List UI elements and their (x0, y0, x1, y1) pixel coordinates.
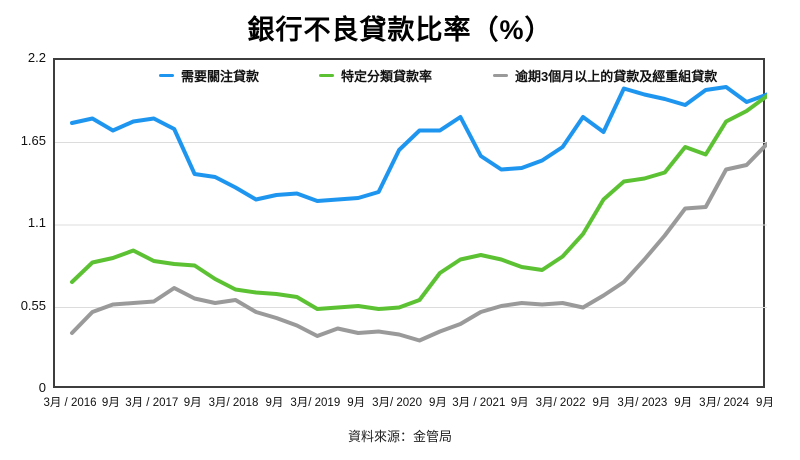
x-tick-label: 3月 / 2021 (452, 397, 506, 409)
chart-title: 銀行不良貸款比率（%） (247, 15, 553, 45)
y-tick-label: 0 (38, 380, 46, 395)
x-tick-label: 9月 (592, 397, 611, 409)
legend-swatch-icon (159, 73, 174, 78)
attention-loans-line (70, 85, 767, 203)
x-tick-label: 9月 (265, 397, 284, 409)
y-tick-label: 1.1 (27, 215, 46, 230)
x-tick-label: 9月 (674, 397, 693, 409)
source-note: 資料來源：金管局 (347, 429, 452, 444)
x-tick-label: 9月 (347, 397, 366, 409)
overdue-loans-line (70, 142, 767, 343)
legend-label: 需要關注貸款 (181, 69, 260, 84)
plot-svg (55, 85, 767, 343)
x-tick-label: 3月/ 2019 (290, 397, 341, 409)
legend-swatch-icon (319, 73, 334, 78)
x-tick-label: 3月/ 2018 (208, 397, 259, 409)
x-tick-label: 3月/ 2024 (699, 397, 750, 409)
y-tick-label: 0.55 (20, 297, 46, 313)
x-tick-label: 9月 (428, 397, 447, 409)
classified-loans-line (70, 94, 767, 311)
legend-item: 特定分類貸款率 (319, 66, 432, 85)
x-tick-label: 3月 / 2016 (43, 397, 97, 409)
x-tick-label: 9月 (510, 397, 529, 409)
x-tick-label: 9月 (183, 397, 202, 409)
legend-label: 特定分類貸款率 (341, 69, 433, 84)
legend-label: 逾期3個月以上的貸款及經重組貸款 (515, 69, 718, 84)
x-tick-label: 9月 (756, 397, 774, 409)
legend-item: 逾期3個月以上的貸款及經重組貸款 (493, 66, 717, 85)
x-tick-label: 3月 / 2017 (125, 397, 179, 409)
x-tick-label: 3月/ 2023 (617, 397, 668, 409)
x-tick-label: 9月 (101, 397, 120, 409)
legend: 需要關注貸款 特定分類貸款率 逾期3個月以上的貸款及經重組貸款 (53, 66, 765, 86)
legend-swatch-icon (493, 73, 508, 78)
legend-item: 需要關注貸款 (159, 66, 259, 85)
y-tick-label: 2.2 (27, 50, 46, 65)
x-tick-label: 3月/ 2022 (535, 397, 586, 409)
y-tick-label: 1.65 (20, 132, 46, 148)
plot-area (53, 58, 767, 388)
x-tick-label: 3月/ 2020 (372, 397, 422, 409)
